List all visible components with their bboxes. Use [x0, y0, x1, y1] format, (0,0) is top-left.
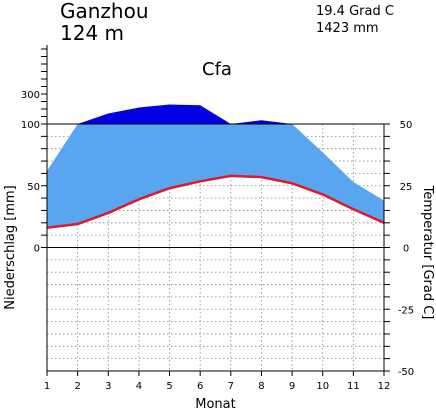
humid-period-area: [47, 124, 384, 228]
climate-class-label: Cfa: [202, 59, 232, 80]
x-tick-label: 9: [289, 381, 295, 392]
x-tick-label: 2: [74, 381, 80, 392]
x-tick-label: 4: [136, 381, 142, 392]
right-tick-label: 25: [400, 182, 413, 193]
mean-temperature: 19.4 Grad C: [316, 4, 394, 19]
x-tick-label: 5: [166, 381, 172, 392]
annual-precipitation: 1423 mm: [316, 21, 379, 36]
temperature-line: [46, 174, 385, 229]
excess-precipitation-area: [47, 104, 384, 124]
left-tick-label: 0: [34, 244, 40, 255]
left-tick-label: 50: [27, 182, 40, 193]
left-tick-label: 300: [21, 90, 40, 101]
right-tick-label: -50: [398, 367, 414, 378]
x-tick-label: 8: [258, 381, 264, 392]
x-tick-label: 6: [197, 381, 203, 392]
x-tick-label: 11: [347, 381, 360, 392]
x-tick-label: 12: [378, 381, 391, 392]
right-tick-label: -25: [398, 305, 414, 316]
station-elevation: 124 m: [60, 21, 125, 45]
right-tick-label: 50: [400, 120, 413, 131]
left-tick-label: 100: [21, 120, 40, 131]
x-tick-label: 7: [228, 381, 234, 392]
x-tick-label: 1: [44, 381, 50, 392]
right-tick-label: 0: [403, 244, 409, 255]
x-axis-title: Monat: [195, 397, 235, 412]
left-axis-title: Niederschlag [mm]: [3, 185, 18, 310]
x-tick-label: 10: [316, 381, 329, 392]
station-name: Ganzhou: [60, 0, 149, 23]
right-axis-title: Temperatur [Grad C]: [420, 185, 435, 320]
x-tick-label: 3: [105, 381, 111, 392]
